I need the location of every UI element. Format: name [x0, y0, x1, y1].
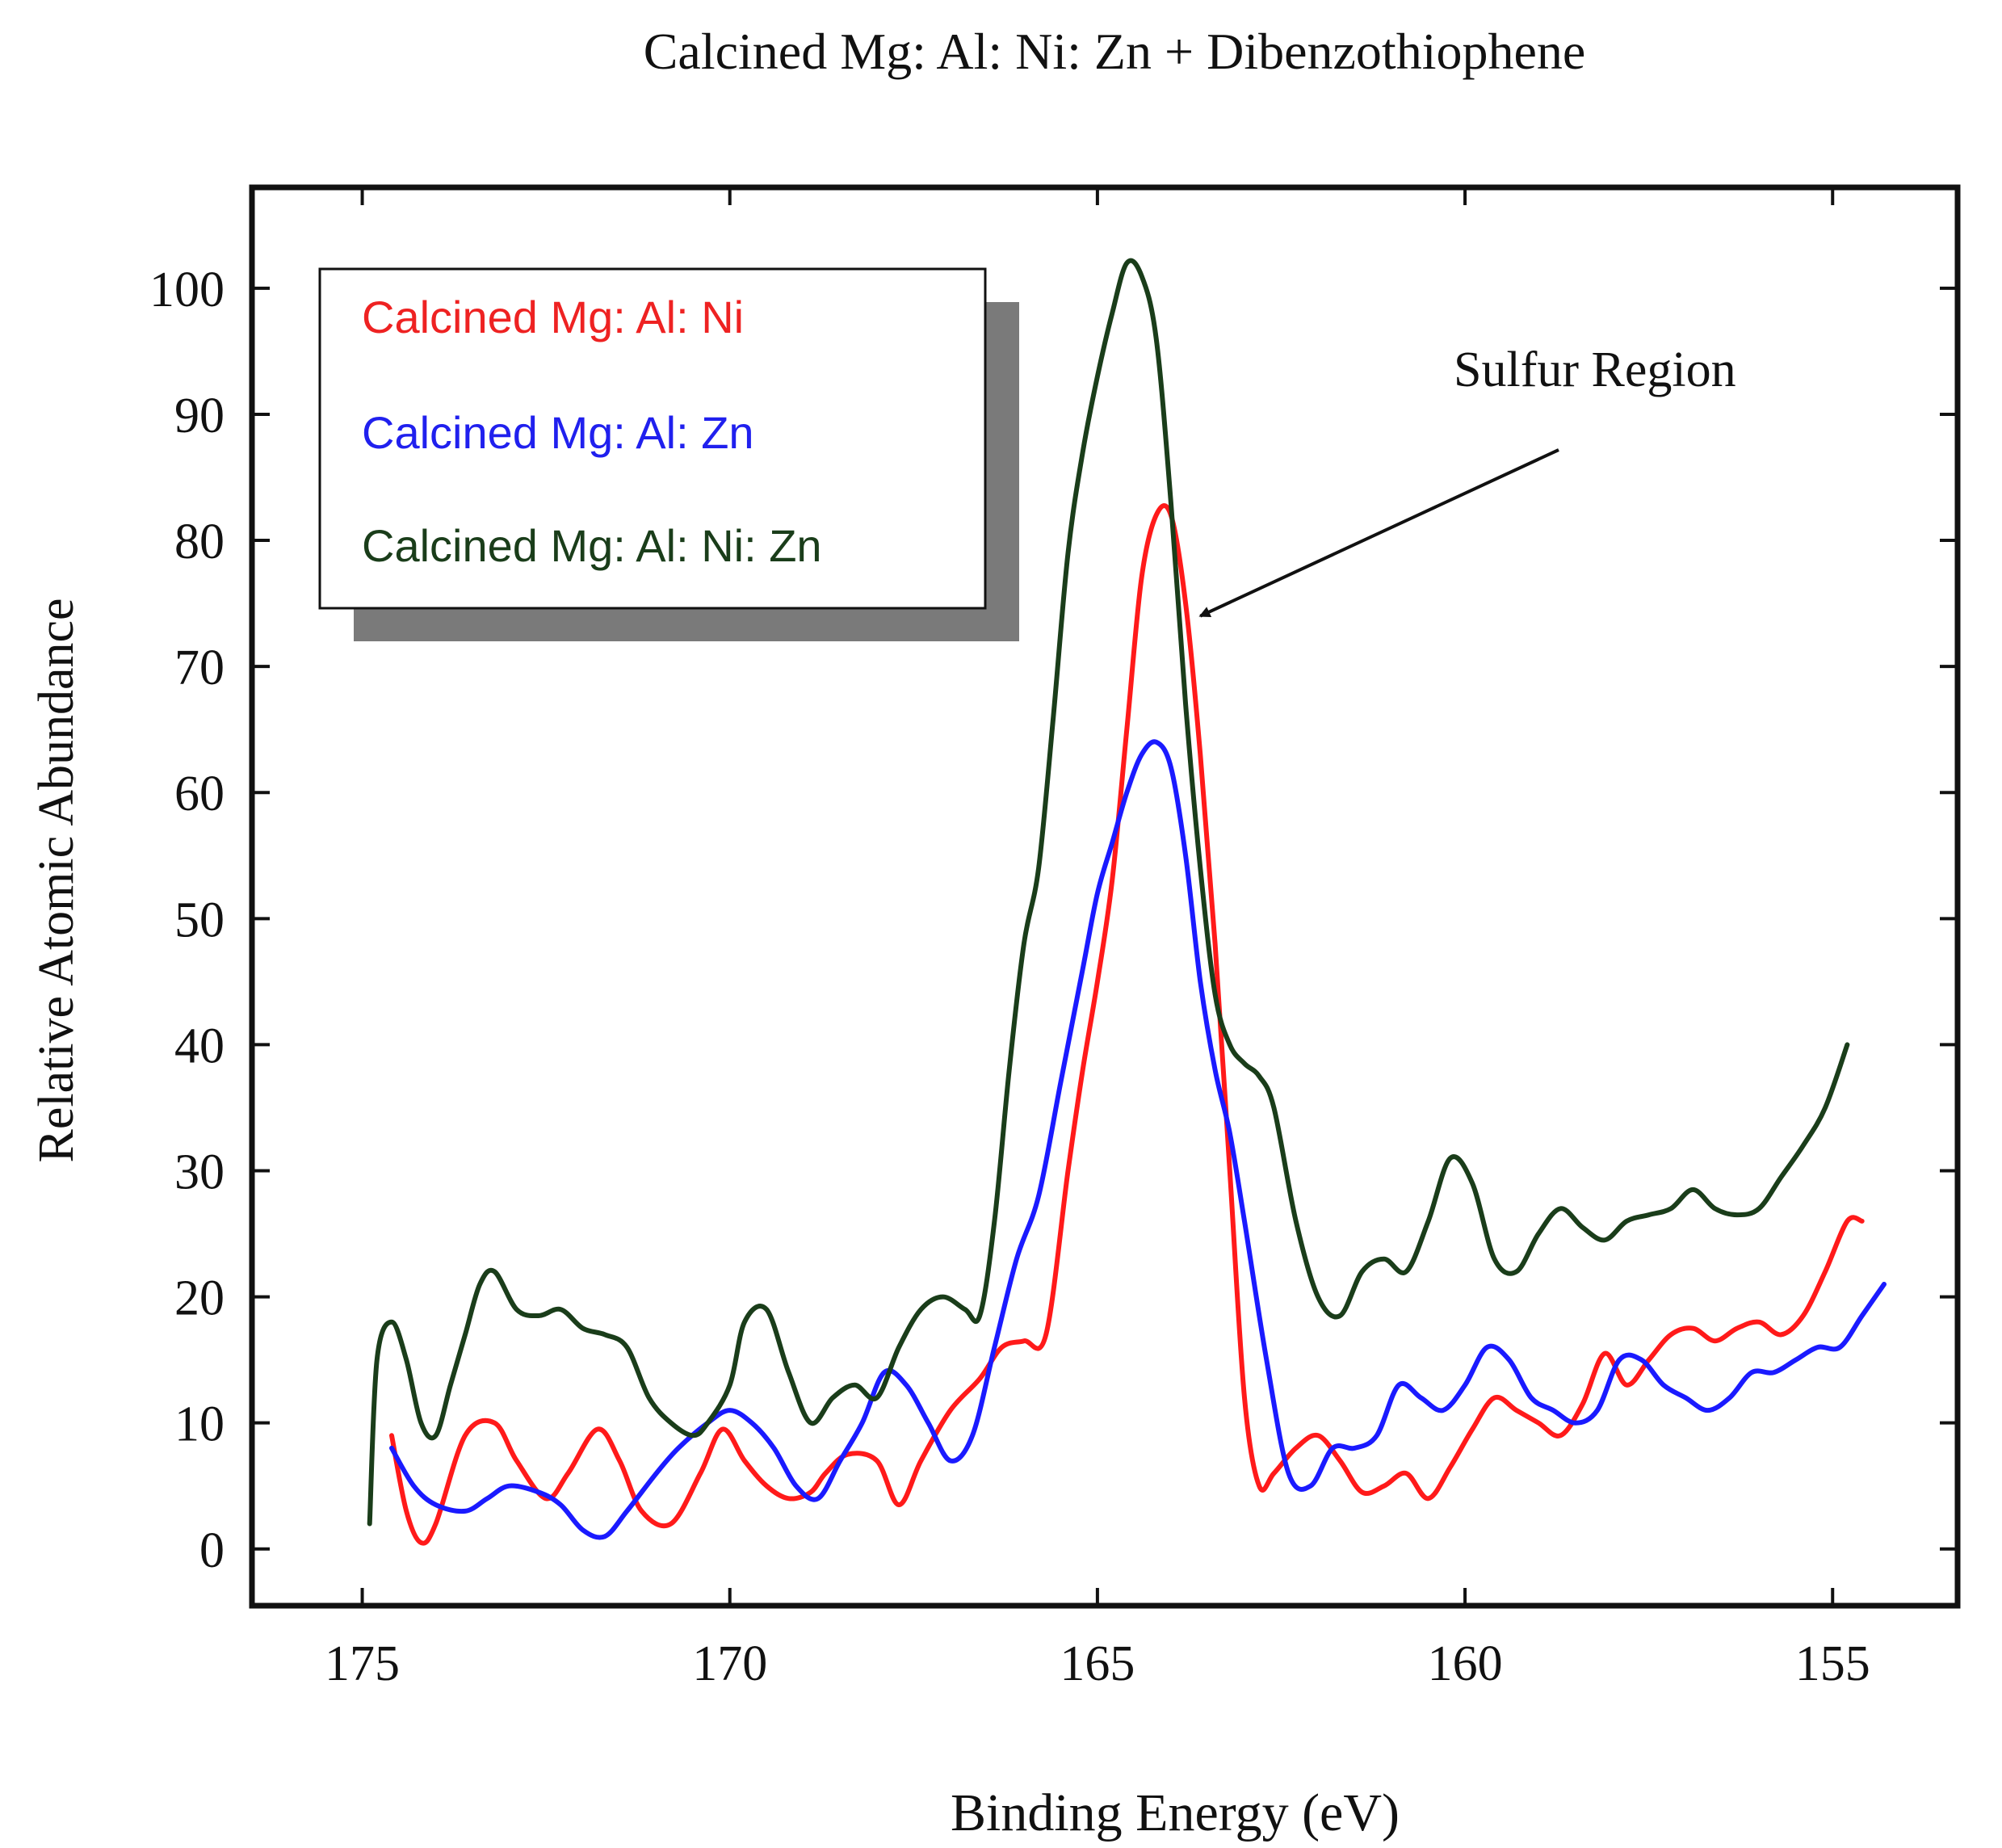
series-line-mg-al-zn — [389, 739, 1887, 1540]
legend-box — [318, 267, 987, 610]
annotation-sulfur-region: Sulfur Region — [1454, 342, 1736, 397]
legend-entry-ni: Calcined Mg: Al: Ni — [362, 292, 744, 342]
legend: Calcined Mg: Al: Ni Calcined Mg: Al: Zn … — [318, 267, 1019, 641]
legend-entry-zn: Calcined Mg: Al: Zn — [362, 407, 754, 458]
y-tick-label-90: 90 — [174, 388, 225, 443]
y-tick-label-80: 80 — [174, 514, 225, 569]
y-tick-label-20: 20 — [174, 1271, 225, 1326]
y-tick-label-50: 50 — [174, 892, 225, 947]
chart-title: Calcined Mg: Al: Ni: Zn + Dibenzothiophe… — [644, 23, 1586, 80]
y-axis-label: Relative Atomic Abundance — [29, 598, 84, 1162]
y-tick-label-70: 70 — [174, 640, 225, 695]
series-line-mg-al-ni-zn — [367, 258, 1850, 1527]
plot-frame — [249, 184, 1961, 1609]
annotation-arrow — [1198, 448, 1559, 618]
series-layer — [367, 258, 1887, 1546]
x-axis-ticks: 175 170 165 160 155 — [325, 187, 1870, 1691]
series-line-mg-al-ni — [389, 503, 1865, 1546]
x-tick-label-170: 170 — [692, 1636, 767, 1691]
x-tick-label-155: 155 — [1795, 1636, 1870, 1691]
legend-entry-ni-zn: Calcined Mg: Al: Ni: Zn — [362, 520, 822, 571]
y-tick-label-100: 100 — [149, 262, 225, 317]
y-axis-ticks: 0 10 20 30 40 50 60 70 80 90 100 — [149, 262, 1958, 1578]
y-tick-label-10: 10 — [174, 1397, 225, 1452]
x-tick-label-175: 175 — [325, 1636, 400, 1691]
y-tick-label-60: 60 — [174, 766, 225, 821]
y-tick-label-40: 40 — [174, 1018, 225, 1073]
x-axis-label: Binding Energy (eV) — [951, 1783, 1400, 1842]
y-tick-label-0: 0 — [199, 1523, 225, 1578]
x-tick-label-160: 160 — [1428, 1636, 1503, 1691]
x-tick-label-165: 165 — [1060, 1636, 1135, 1691]
y-tick-label-30: 30 — [174, 1144, 225, 1199]
